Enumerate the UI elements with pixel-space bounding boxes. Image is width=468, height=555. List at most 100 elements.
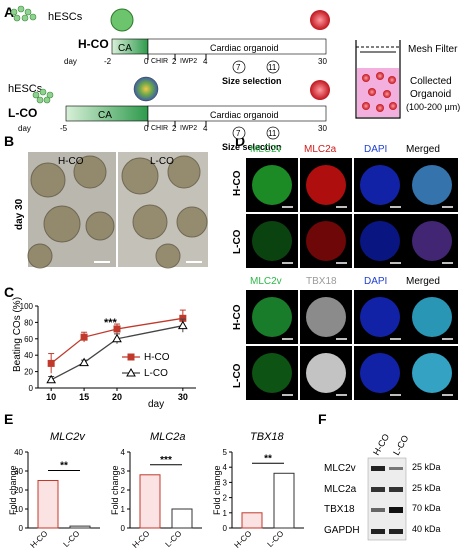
legend-lco: L-CO: [144, 368, 168, 379]
d-row-label: H-CO: [232, 304, 243, 330]
y-tick-label: 80: [24, 318, 33, 327]
y-tick-label: 1: [223, 509, 228, 518]
day-tick: 11: [268, 63, 277, 72]
mixed-aggregate-icon: [133, 76, 159, 102]
significance-stars: **: [264, 453, 272, 464]
ca-label-hco: CA: [118, 43, 132, 54]
bar-category-label: H-CO: [131, 529, 152, 550]
organoid-signal: [360, 353, 400, 393]
organoid-signal: [412, 353, 452, 393]
y-tick-label: 40: [14, 448, 23, 457]
size-selection-1: Size selection: [222, 76, 282, 86]
day-tick: 0: [144, 57, 149, 66]
d-header-top: MLC2a: [304, 144, 337, 155]
day-tick: 7: [236, 129, 241, 138]
hesc-cells-icon: [32, 88, 54, 104]
size-selection-2: Size selection: [222, 142, 282, 152]
organoid-signal: [412, 165, 452, 205]
chir-label: CHIR: [151, 58, 168, 65]
cardiac-box-hco: [147, 38, 327, 55]
day-tick: 30: [318, 124, 327, 133]
panel-letter-e: E: [4, 411, 13, 427]
data-point: [177, 320, 188, 330]
day-tick: 0: [144, 124, 149, 133]
x-tick-label: 10: [46, 392, 56, 402]
x-tick-label: 20: [112, 392, 122, 402]
y-tick-label: 30: [14, 467, 23, 476]
data-point: [113, 325, 121, 333]
day-tick: -5: [60, 124, 68, 133]
organoid-icon: [310, 10, 330, 30]
bar-category-label: L-CO: [266, 529, 286, 549]
day-tick: 4: [203, 57, 208, 66]
day-tick: -2: [104, 57, 112, 66]
micrograph-label-lco: L-CO: [150, 156, 174, 167]
y-tick-label: 2: [223, 494, 228, 503]
day-tick: 11: [268, 129, 277, 138]
blot-lane-label: H-CO: [371, 432, 391, 457]
hesc-label-2: hESCs: [8, 83, 43, 95]
y-tick-label: 100: [20, 302, 34, 311]
y-tick-label: 3: [223, 478, 228, 487]
panel-letter-c: C: [4, 284, 14, 300]
series-line: [50, 325, 183, 381]
cardiac-box-lco: [147, 105, 327, 122]
row-label-hco: H-CO: [78, 37, 109, 51]
significance-stars: ***: [160, 455, 172, 466]
y-tick-label: 20: [24, 368, 33, 377]
marker-label: 70 kDa: [412, 503, 441, 513]
bar-title-mlc2v: MLC2v: [50, 431, 86, 443]
d-header-bottom: DAPI: [364, 276, 387, 287]
bar-ylabel: Fold change: [8, 465, 18, 515]
bar: [241, 512, 263, 529]
y-tick-label: 0: [121, 524, 126, 533]
day-tick: 2: [172, 124, 177, 133]
bar-title-tbx18: TBX18: [250, 431, 285, 443]
organoid-signal: [306, 353, 346, 393]
marker-label: 25 kDa: [412, 462, 441, 472]
y-tick-label: 3: [121, 467, 126, 476]
cardiac-label-hco: Cardiac organoid: [210, 43, 279, 53]
d-header-top: DAPI: [364, 144, 387, 155]
x-tick-label: 15: [79, 392, 89, 402]
d-row-label: L-CO: [232, 229, 243, 254]
protein-label: TBX18: [324, 504, 355, 515]
bar: [273, 472, 295, 529]
data-point: [112, 333, 122, 343]
organoid-signal: [252, 165, 292, 205]
y-tick-label: 60: [24, 335, 33, 344]
row-label-lco: L-CO: [8, 106, 37, 120]
organoid-signal: [360, 221, 400, 261]
day-word-2: day: [18, 124, 31, 133]
d-row-label: L-CO: [232, 363, 243, 388]
chir-label-2: CHIR: [151, 125, 168, 132]
panel-letter-b: B: [4, 133, 14, 149]
day30-label: day 30: [14, 198, 25, 230]
mesh-filter-label: Mesh Filter: [408, 44, 458, 55]
y-tick-label: 0: [223, 524, 228, 533]
y-tick-label: 10: [14, 505, 23, 514]
mesh-filter-tube: [355, 40, 401, 119]
y-tick-label: 4: [223, 463, 228, 472]
bar: [69, 525, 91, 529]
panel-b: H-CO L-CO day 30: [14, 152, 208, 269]
iwp2-label-2: IWP2: [180, 125, 197, 132]
y-tick-label: 20: [14, 486, 23, 495]
bar: [37, 480, 59, 529]
significance-stars: **: [60, 461, 68, 472]
cardiac-label-lco: Cardiac organoid: [210, 110, 279, 120]
bar-category-label: H-CO: [233, 529, 254, 550]
organoid-signal: [360, 165, 400, 205]
day-tick: 7: [236, 63, 241, 72]
y-tick-label: 0: [29, 384, 34, 393]
data-point: [80, 333, 88, 341]
organoid-signal: [306, 221, 346, 261]
bar-category-label: L-CO: [62, 529, 82, 549]
bar: [139, 474, 161, 529]
day-tick: 2: [172, 57, 177, 66]
day-word-1: day: [64, 57, 77, 66]
data-point: [46, 374, 57, 384]
protein-label: MLC2v: [324, 463, 356, 474]
beating-chart: Beating COs (%) day *** H-CO L-CO 020406…: [12, 297, 196, 410]
bar-category-label: H-CO: [29, 529, 50, 550]
